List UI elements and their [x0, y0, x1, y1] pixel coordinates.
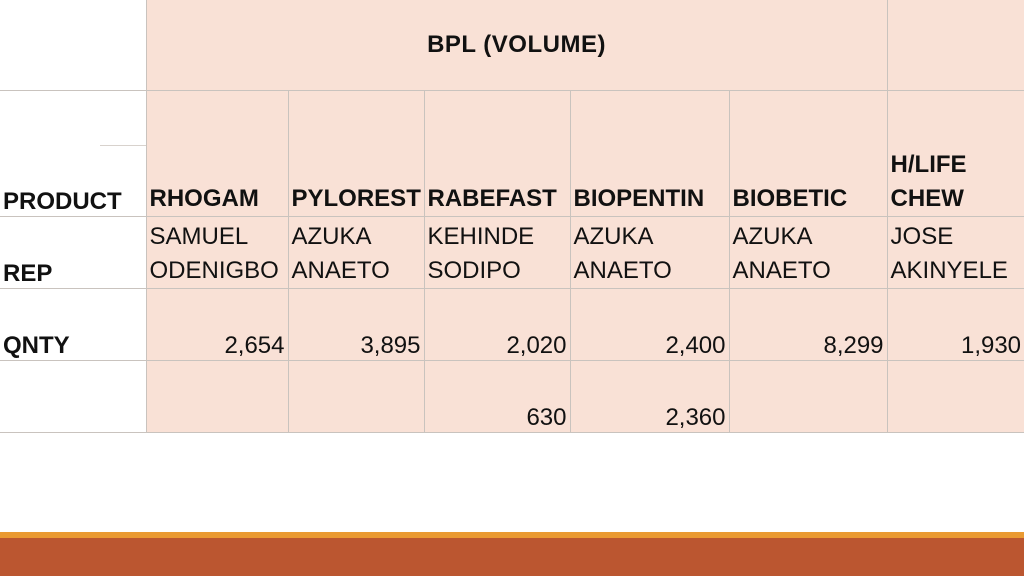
rep-last-name: ANAETO: [732, 256, 831, 284]
rep-last-name: ANAETO: [291, 256, 390, 284]
rep-first-name: AZUKA: [573, 222, 654, 250]
product-name-line2: CHEW: [890, 184, 964, 212]
rep-first-name: SAMUEL: [149, 222, 249, 250]
extra-value: 630: [423, 359, 571, 433]
qnty-value: 1,930: [886, 287, 1024, 361]
extra-value: [886, 359, 1024, 433]
footer-accent-bar: [0, 532, 1024, 538]
qnty-row: QNTY 2,654 3,895 2,020 2,400 8,299 1,930: [0, 287, 1024, 361]
product-label: PRODUCT: [0, 89, 147, 217]
rep-last-name: ODENIGBO: [149, 256, 279, 284]
product-name-line1: H/LIFE: [890, 150, 967, 178]
extra-value: [145, 359, 289, 433]
volume-table: BPL (VOLUME) PRODUCT RHOGAM PYLOREST RAB…: [0, 0, 1024, 433]
rep-first-name: KEHINDE: [427, 222, 535, 250]
rep-row: REP SAMUEL ODENIGBO AZUKA ANAETO KEHINDE…: [0, 215, 1024, 289]
rep-cell: KEHINDE SODIPO: [423, 215, 571, 289]
table-title: BPL (VOLUME): [145, 0, 888, 91]
divider-line: [100, 145, 146, 146]
rep-last-name: ANAETO: [573, 256, 672, 284]
qnty-label: QNTY: [0, 287, 147, 361]
rep-last-name: SODIPO: [427, 256, 521, 284]
extra-value: 2,360: [569, 359, 730, 433]
product-name: RABEFAST: [423, 89, 571, 217]
rep-cell: SAMUEL ODENIGBO: [145, 215, 289, 289]
rep-label: REP: [0, 215, 147, 289]
title-row: BPL (VOLUME): [0, 0, 1024, 91]
product-name: RHOGAM: [145, 89, 289, 217]
product-name: PYLOREST: [287, 89, 425, 217]
extra-value: [287, 359, 425, 433]
rep-first-name: AZUKA: [291, 222, 372, 250]
rep-cell: AZUKA ANAETO: [287, 215, 425, 289]
rep-cell: JOSE AKINYELE: [886, 215, 1024, 289]
rep-last-name: AKINYELE: [890, 256, 1008, 284]
rep-cell: AZUKA ANAETO: [569, 215, 730, 289]
rep-first-name: AZUKA: [732, 222, 813, 250]
qnty-value: 2,020: [423, 287, 571, 361]
product-name: H/LIFE CHEW: [886, 89, 1024, 217]
extra-value: [728, 359, 888, 433]
qnty-value: 3,895: [287, 287, 425, 361]
product-name: BIOPENTIN: [569, 89, 730, 217]
product-row: PRODUCT RHOGAM PYLOREST RABEFAST BIOPENT…: [0, 89, 1024, 217]
qnty-value: 8,299: [728, 287, 888, 361]
rep-cell: AZUKA ANAETO: [728, 215, 888, 289]
product-name: BIOBETIC: [728, 89, 888, 217]
footer-bar: [0, 538, 1024, 576]
rep-first-name: JOSE: [890, 222, 954, 250]
title-blank-cell: [886, 0, 1024, 91]
qnty-value: 2,400: [569, 287, 730, 361]
extra-label-cell: [0, 359, 147, 433]
extra-row: 630 2,360: [0, 359, 1024, 433]
corner-cell: [0, 0, 147, 91]
qnty-value: 2,654: [145, 287, 289, 361]
